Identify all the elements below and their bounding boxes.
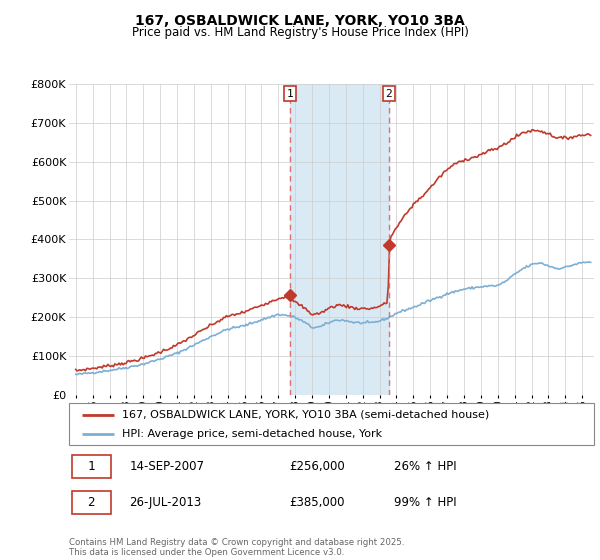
Text: 1: 1 (287, 88, 293, 99)
Text: 26% ↑ HPI: 26% ↑ HPI (395, 460, 457, 473)
Text: 167, OSBALDWICK LANE, YORK, YO10 3BA (semi-detached house): 167, OSBALDWICK LANE, YORK, YO10 3BA (se… (121, 409, 489, 419)
Bar (71, 455, 111, 478)
Text: 2: 2 (88, 496, 95, 509)
Text: 26-JUL-2013: 26-JUL-2013 (130, 496, 202, 509)
Text: 1: 1 (88, 460, 95, 473)
Text: Contains HM Land Registry data © Crown copyright and database right 2025.
This d: Contains HM Land Registry data © Crown c… (69, 538, 404, 557)
Bar (71, 491, 111, 514)
Text: Price paid vs. HM Land Registry's House Price Index (HPI): Price paid vs. HM Land Registry's House … (131, 26, 469, 39)
Text: 167, OSBALDWICK LANE, YORK, YO10 3BA: 167, OSBALDWICK LANE, YORK, YO10 3BA (135, 14, 465, 28)
Text: HPI: Average price, semi-detached house, York: HPI: Average price, semi-detached house,… (121, 429, 382, 439)
Bar (290, 84, 389, 395)
Text: £385,000: £385,000 (290, 496, 345, 509)
Text: 14-SEP-2007: 14-SEP-2007 (130, 460, 205, 473)
Text: 2: 2 (386, 88, 392, 99)
Text: 99% ↑ HPI: 99% ↑ HPI (395, 496, 457, 509)
Text: £256,000: £256,000 (290, 460, 345, 473)
